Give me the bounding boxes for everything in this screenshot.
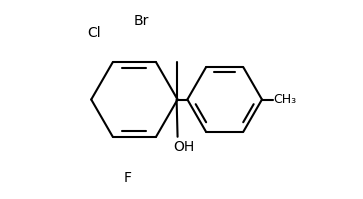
Text: Cl: Cl	[87, 26, 101, 40]
Text: F: F	[123, 171, 131, 185]
Text: Br: Br	[134, 14, 149, 28]
Text: CH₃: CH₃	[274, 93, 297, 106]
Text: OH: OH	[173, 139, 194, 154]
